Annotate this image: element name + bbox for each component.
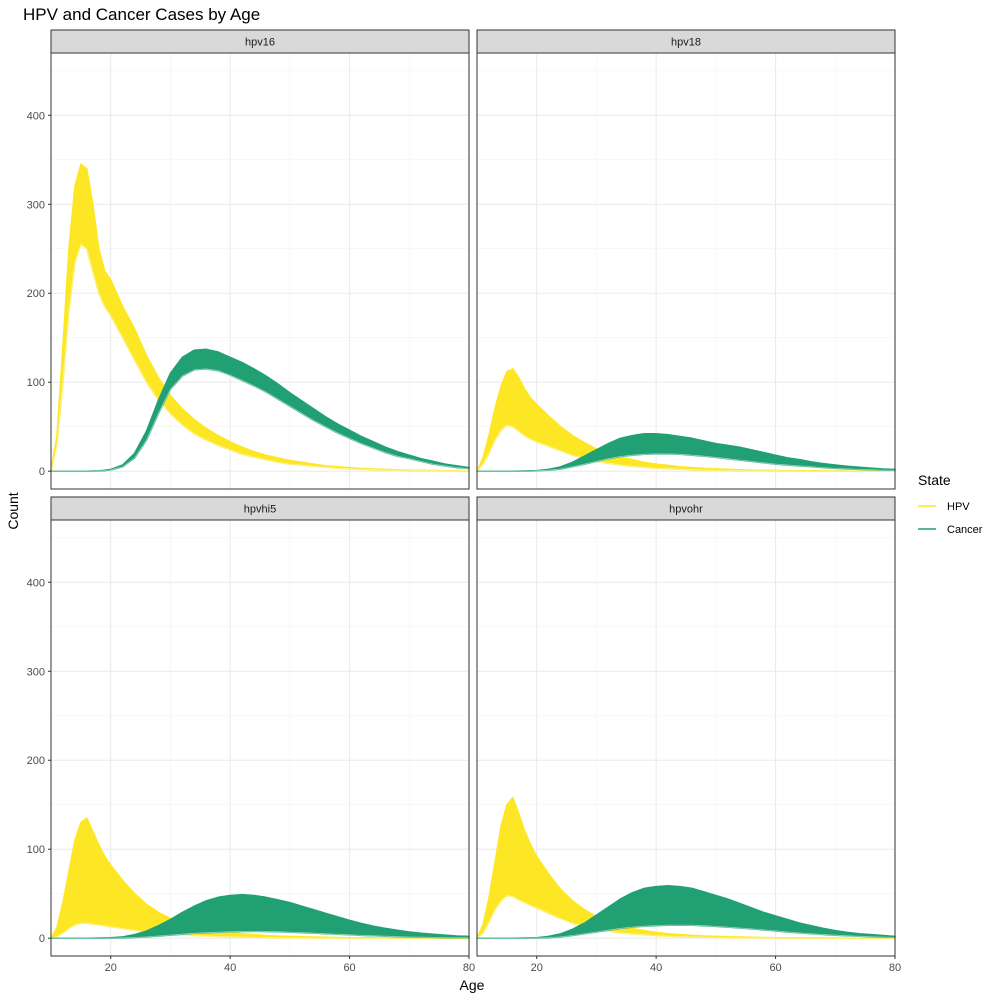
y-tick-label: 400 <box>27 110 45 122</box>
panel-border <box>476 52 896 490</box>
facet-panels: hpv16 0 100 200 300 400 hpv18 hpvhi5 0 100 200 300 4… <box>27 29 901 974</box>
x-tick-label: 40 <box>650 962 662 974</box>
facet-panel-hpv18: hpv18 <box>476 29 896 490</box>
y-tick-label: 100 <box>27 377 45 389</box>
x-tick-label: 60 <box>343 962 355 974</box>
facet-strip-label: hpvhi5 <box>244 504 276 516</box>
facet-panel-hpv16: hpv16 0 100 200 300 400 <box>27 29 470 490</box>
x-tick-label: 80 <box>889 962 901 974</box>
panel-border <box>476 519 896 957</box>
series-band-edge-cancer <box>51 930 469 939</box>
facet-panel-hpvhi5: hpvhi5 0 100 200 300 400 20 40 60 80 <box>27 496 475 974</box>
x-tick-label: 80 <box>463 962 475 974</box>
y-tick-label: 0 <box>39 933 45 945</box>
series-band-edge-hpv <box>476 895 895 939</box>
x-tick-label: 40 <box>224 962 236 974</box>
x-tick-label: 60 <box>769 962 781 974</box>
legend-label-hpv: HPV <box>947 501 970 513</box>
y-tick-label: 200 <box>27 755 45 767</box>
x-tick-label: 20 <box>531 962 543 974</box>
series-band-edge-cancer <box>477 453 896 472</box>
chart-title: HPV and Cancer Cases by Age <box>23 5 260 24</box>
series-band-edge-cancer <box>477 924 896 939</box>
legend-title: State <box>918 472 951 488</box>
series-band-edge-hpv <box>50 922 469 939</box>
facet-strip-label: hpv18 <box>671 37 701 49</box>
legend-label-cancer: Cancer <box>947 524 983 536</box>
legend: State HPV Cancer <box>918 472 983 536</box>
y-tick-label: 0 <box>39 466 45 478</box>
y-tick-label: 200 <box>27 288 45 300</box>
facet-strip-label: hpv16 <box>245 37 275 49</box>
series-band-edge-cancer <box>51 368 470 472</box>
panel-border <box>50 52 470 490</box>
series-band-edge-hpv <box>50 243 470 472</box>
panel-background <box>51 53 469 489</box>
series-band-edge-hpv <box>476 424 895 472</box>
y-tick-label: 100 <box>27 844 45 856</box>
x-axis-title: Age <box>460 977 485 993</box>
y-tick-label: 300 <box>27 666 45 678</box>
y-tick-label: 400 <box>27 577 45 589</box>
y-axis-title: Count <box>5 492 21 529</box>
x-tick-label: 20 <box>105 962 117 974</box>
facet-strip-label: hpvohr <box>669 504 703 516</box>
facet-panel-hpvohr: hpvohr 20 40 60 80 <box>476 496 901 974</box>
y-tick-label: 300 <box>27 199 45 211</box>
panel-border <box>50 519 470 957</box>
